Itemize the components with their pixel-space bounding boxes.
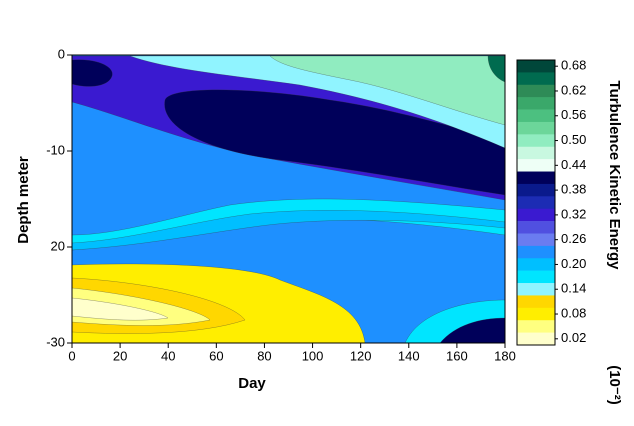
colorbar-band [517,97,555,110]
colorbar-label: 0.08 [561,305,586,320]
x-tick-label: 0 [68,348,75,363]
x-tick-label: 140 [398,348,420,363]
colorbar-band [517,208,555,222]
x-tick-label: 180 [494,348,516,363]
colorbar-frame [516,59,556,346]
colorbar-title: Turbulence Kinetic Energy [606,81,623,271]
colorbar-label: 0.32 [561,206,586,221]
y-axis-label: Depth meter [15,156,32,244]
x-axis-label: Day [238,375,266,392]
x-tick-label: 80 [257,348,271,363]
colorbar-band [517,283,555,296]
contour-region [71,297,169,321]
colorbar-band [517,307,555,321]
colorbar-band [517,146,555,160]
colorbar-band [517,270,555,284]
colorbar-label: 0.56 [561,107,586,122]
colorbar-band [517,109,555,123]
y-tick-label: -10 [46,142,65,157]
colorbar-band [517,72,555,86]
colorbar-label: 0.02 [561,330,586,345]
colorbar-band [517,121,555,135]
colorbar-label: 0.62 [561,82,586,97]
colorbar-band [517,134,555,148]
colorbar-band [517,84,555,98]
contour-region [269,55,506,126]
colorbar-band [517,332,555,346]
x-tick-label: 20 [113,348,127,363]
colorbar-label: 0.38 [561,182,586,197]
colorbar-band [517,196,555,209]
colorbar-band [517,320,555,333]
colorbar-band [517,221,555,234]
contour-region [71,59,113,87]
colorbar-label: 0.50 [561,132,586,147]
colorbar-band [517,258,555,271]
colorbar-label: 0.68 [561,58,586,73]
x-tick-label: 100 [302,348,324,363]
x-tick-label: 40 [161,348,175,363]
colorbar-unit: (10⁻²) [606,365,623,405]
y-tick-label: 0 [58,46,65,61]
colorbar-band [517,60,555,73]
colorbar-band [517,183,555,197]
x-tick-label: 160 [446,348,468,363]
colorbar-band [517,171,555,185]
colorbar-band [517,295,555,309]
plot-frame [71,54,506,344]
colorbar-label: 0.44 [561,157,586,172]
colorbar-label: 0.20 [561,256,586,271]
y-tick-label: 20 [51,238,65,253]
colorbar-label: 0.26 [561,231,586,246]
colorbar-band [517,245,555,259]
colorbar-band [517,159,555,172]
y-tick-label: -30 [46,334,65,349]
colorbar-label: 0.14 [561,281,586,296]
colorbar-band [517,233,555,247]
x-tick-label: 60 [209,348,223,363]
x-tick-label: 120 [350,348,372,363]
